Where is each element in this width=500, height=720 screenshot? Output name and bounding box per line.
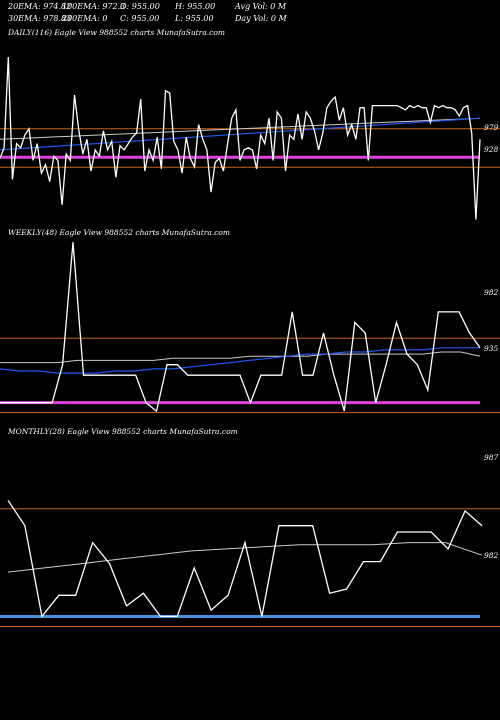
stat-200ema: 200EMA: 0 <box>62 14 108 23</box>
stat-open: O: 955.00 <box>120 2 160 11</box>
stat-100ema: 100EMA: 972.3 <box>62 2 126 11</box>
weekly-tick-label: 982 <box>484 288 499 297</box>
weekly-price-line <box>0 242 481 413</box>
stat-avg-vol: Avg Vol: 0 M <box>235 2 287 11</box>
weekly-ema-fast-line <box>0 347 480 374</box>
weekly-tick-label: 935 <box>484 344 499 353</box>
daily-ema-fast-line <box>0 117 481 151</box>
monthly-panel-title: MONTHLY(28) Eagle View 988552 charts Mun… <box>8 427 238 436</box>
stat-day-vol: Day Vol: 0 M <box>235 14 287 23</box>
monthly-tick-label: 982 <box>484 551 499 560</box>
monthly-price-line <box>7 499 483 618</box>
daily-tick-label: 928 <box>484 145 499 154</box>
monthly-ema-slow-line <box>7 542 483 573</box>
stat-30ema: 30EMA: 978.83 <box>8 14 72 23</box>
monthly-tick-label: 987 <box>484 453 499 462</box>
daily-tick-label: 979 <box>484 123 499 132</box>
daily-price-line <box>0 56 481 220</box>
stat-20ema: 20EMA: 974.82 <box>8 2 72 11</box>
weekly-panel-title: WEEKLY(48) Eagle View 988552 charts Muna… <box>8 228 231 237</box>
daily-panel-title: DAILY(116) Eagle View 988552 charts Muna… <box>8 28 225 37</box>
stat-high: H: 955.00 <box>175 2 216 11</box>
stat-low: L: 955.00 <box>175 14 214 23</box>
stat-close: C: 955.00 <box>120 14 160 23</box>
weekly-ema-slow-line <box>0 351 481 364</box>
